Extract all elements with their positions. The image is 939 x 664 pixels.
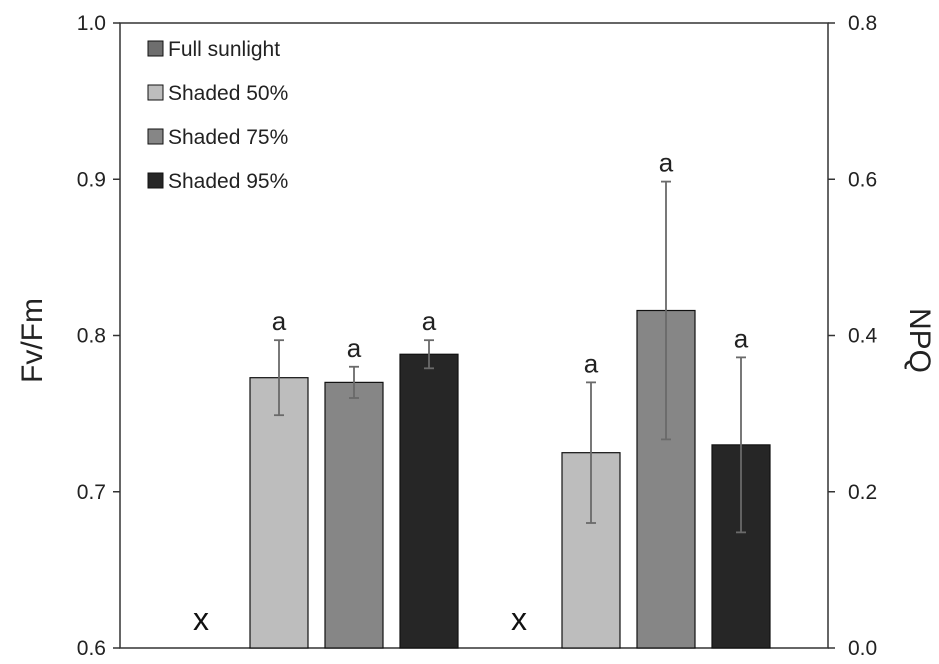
y-left-tick-label: 0.6 [77,637,106,660]
significance-label: a [347,333,362,363]
y-left-tick-label: 0.9 [77,168,106,191]
legend-label: Full sunlight [168,38,280,61]
legend-swatch [147,40,164,57]
y-left-tick-label: 0.8 [77,325,106,348]
legend-swatch [147,172,164,189]
significance-label: a [734,323,749,353]
bar [399,353,459,649]
significance-label: a [659,148,674,178]
y-right-tick-label: 0.4 [848,325,878,348]
y-right-tick-label: 0.6 [848,168,877,191]
y-right-tick-label: 0.8 [848,12,877,35]
bar [324,381,384,649]
missing-data-marker: x [511,601,527,637]
bar [249,377,309,649]
significance-label: a [272,306,287,336]
y-left-axis-title: Fv/Fm [16,298,49,383]
y-left-tick-label: 0.7 [77,481,106,504]
legend-label: Shaded 50% [168,82,288,105]
y-right-axis-title: NPQ [903,308,936,373]
legend-swatch [147,128,164,145]
missing-data-marker: x [193,601,209,637]
significance-label: a [422,306,437,336]
legend-swatch [147,84,164,101]
legend-label: Shaded 95% [168,170,288,193]
y-left-tick-label: 1.0 [77,12,106,35]
significance-label: a [584,348,599,378]
y-right-tick-label: 0.0 [848,637,877,660]
legend-label: Shaded 75% [168,126,288,149]
y-right-tick-label: 0.2 [848,481,877,504]
